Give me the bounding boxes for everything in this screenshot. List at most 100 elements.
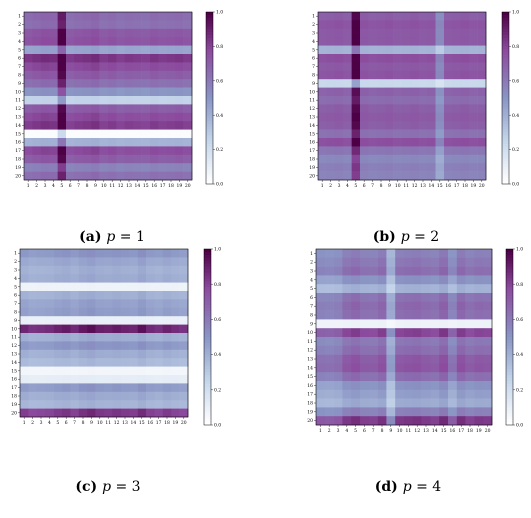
heatmap-cell xyxy=(368,249,378,259)
colorbar-segment xyxy=(506,257,513,262)
colorbar-segment xyxy=(204,263,211,267)
heatmap-cell xyxy=(36,383,46,393)
heatmap-cell xyxy=(95,299,105,309)
heatmap-cell xyxy=(410,121,420,130)
heatmap-cell xyxy=(465,275,475,285)
heatmap-cell xyxy=(74,70,84,80)
heatmap-cell xyxy=(360,112,369,122)
heatmap-cell xyxy=(154,257,164,267)
heatmap-cell xyxy=(141,54,151,63)
heatmap-cell xyxy=(393,54,403,63)
heatmap-cell xyxy=(412,345,422,355)
heatmap-cell xyxy=(351,407,361,417)
heatmap-cell xyxy=(368,407,378,417)
heatmap-cell xyxy=(318,112,327,122)
heatmap-cell xyxy=(376,154,386,164)
heatmap-cell xyxy=(402,146,411,156)
heatmap-cell xyxy=(368,381,378,391)
heatmap-cell xyxy=(351,112,361,122)
heatmap-cell xyxy=(70,307,80,317)
heatmap-cell xyxy=(20,358,29,367)
y-tick-label: 5 xyxy=(310,286,313,292)
colorbar-segment xyxy=(502,155,509,159)
heatmap-cell xyxy=(439,416,449,426)
heatmap-cell xyxy=(20,307,29,317)
heatmap-cell xyxy=(318,37,327,46)
heatmap-cell xyxy=(91,138,100,147)
heatmap-cell xyxy=(368,275,378,285)
heatmap-cell xyxy=(474,337,484,347)
heatmap-cell xyxy=(326,20,336,30)
heatmap-cell xyxy=(108,70,117,80)
heatmap-cell xyxy=(477,20,487,30)
heatmap-cell xyxy=(104,274,113,283)
heatmap-cell xyxy=(175,37,184,46)
heatmap-cell xyxy=(53,375,63,384)
heatmap-cell xyxy=(452,45,462,55)
heatmap-cell xyxy=(82,121,92,130)
colorbar-segment xyxy=(506,366,513,370)
heatmap-cell xyxy=(456,398,466,408)
colorbar-segment xyxy=(206,143,213,148)
colorbar-segment xyxy=(506,301,513,306)
heatmap-cell xyxy=(158,54,168,63)
heatmap-cell xyxy=(70,341,80,351)
heatmap-cell xyxy=(53,274,63,283)
heatmap-cell xyxy=(412,398,422,408)
heatmap-cell xyxy=(95,324,105,334)
x-tick-label: 14 xyxy=(432,428,438,434)
heatmap-cell xyxy=(162,274,172,283)
heatmap-cell xyxy=(49,20,58,30)
heatmap-cell xyxy=(137,391,147,401)
heatmap-cell xyxy=(95,375,105,384)
heatmap-cell xyxy=(404,293,414,303)
x-tick-label: 5 xyxy=(60,183,63,189)
heatmap-cell xyxy=(28,333,38,342)
heatmap-cell xyxy=(368,319,378,329)
heatmap-cell xyxy=(171,333,180,342)
heatmap-cell xyxy=(158,129,168,139)
x-tick-label: 3 xyxy=(338,183,341,189)
heatmap-cell xyxy=(360,20,369,30)
heatmap-cell xyxy=(343,28,352,38)
colorbar-segment xyxy=(204,386,211,391)
panel-caption: (c) p = 3 xyxy=(75,479,140,495)
heatmap-cell xyxy=(474,301,484,311)
colorbar-segment xyxy=(204,419,211,423)
heatmap-cell xyxy=(430,345,440,355)
heatmap-cell xyxy=(351,62,361,72)
heatmap-cell xyxy=(404,345,414,355)
y-tick-label: 17 xyxy=(309,148,315,154)
colorbar-segment xyxy=(506,395,513,399)
heatmap-cell xyxy=(404,363,414,373)
heatmap-cell xyxy=(460,37,470,46)
x-tick-label: 19 xyxy=(471,183,477,189)
heatmap-cell xyxy=(91,154,100,164)
heatmap-cell xyxy=(435,37,445,46)
heatmap-cell xyxy=(435,121,445,130)
heatmap-cell xyxy=(183,138,193,147)
heatmap-cell xyxy=(87,383,96,393)
heatmap-cell xyxy=(377,416,387,426)
heatmap-cell xyxy=(116,146,126,156)
colorbar-tick-label: 0.4 xyxy=(516,352,523,358)
y-tick-label: 11 xyxy=(15,98,21,104)
heatmap-cell xyxy=(404,416,414,426)
heatmap-cell xyxy=(427,129,436,139)
colorbar-segment xyxy=(204,398,211,402)
heatmap-cell xyxy=(137,333,147,342)
heatmap-cell xyxy=(175,104,184,114)
heatmap-cell xyxy=(99,28,109,38)
heatmap-cell xyxy=(448,275,458,285)
colorbar-segment xyxy=(204,334,211,338)
heatmap-cell xyxy=(316,398,326,408)
colorbar-segment xyxy=(206,34,213,39)
heatmap-cell xyxy=(150,79,159,88)
heatmap-cell xyxy=(78,408,88,418)
heatmap-cell xyxy=(474,319,484,329)
heatmap-cell xyxy=(444,146,453,156)
heatmap-cell xyxy=(99,12,109,21)
heatmap-cell xyxy=(351,104,361,114)
heatmap-cell xyxy=(137,375,147,384)
heatmap-cell xyxy=(154,274,164,283)
